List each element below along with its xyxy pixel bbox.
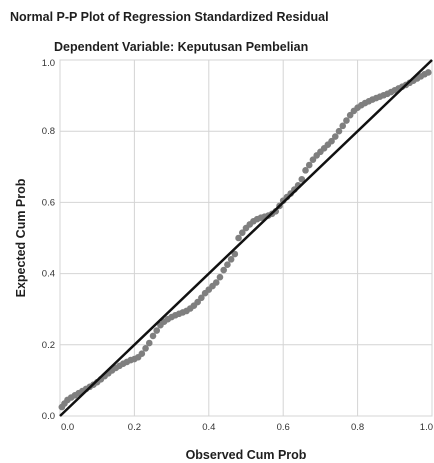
- data-point: [153, 327, 161, 334]
- data-point: [305, 161, 313, 169]
- y-tick-label: 0.4: [42, 269, 55, 280]
- y-tick-label: 0.0: [42, 411, 55, 422]
- y-tick-label: 0.6: [42, 197, 55, 208]
- y-tick-label: 0.8: [42, 126, 55, 137]
- y-tick-label: 1.0: [42, 58, 55, 69]
- x-tick-label: 0.8: [351, 422, 364, 433]
- data-point: [339, 122, 347, 130]
- data-point: [220, 266, 227, 274]
- data-point: [142, 345, 149, 352]
- x-axis-label: Observed Cum Prob: [186, 448, 307, 462]
- data-point: [302, 167, 309, 174]
- data-point: [224, 261, 231, 269]
- data-point: [235, 234, 242, 242]
- x-tick-label: 1.0: [420, 422, 433, 433]
- x-tick-label: 0.0: [61, 422, 74, 433]
- x-axis-ticks: 0.0 0.2 0.4 0.6 0.8 1.0: [61, 422, 433, 433]
- data-point: [227, 256, 235, 263]
- data-point: [145, 339, 153, 347]
- grid-lines: [59, 59, 433, 417]
- data-point: [331, 133, 339, 140]
- x-tick-label: 0.4: [202, 422, 215, 433]
- x-tick-label: 0.6: [277, 422, 290, 433]
- y-axis-ticks: 0.0 0.2 0.4 0.6 0.8 1.0: [42, 58, 55, 422]
- y-tick-label: 0.2: [42, 340, 55, 351]
- data-point: [198, 294, 205, 302]
- data-point: [149, 332, 157, 340]
- data-point: [424, 69, 432, 76]
- data-point: [138, 350, 146, 358]
- data-point: [231, 250, 239, 258]
- data-point: [212, 279, 220, 286]
- data-point: [216, 273, 224, 281]
- x-tick-label: 0.2: [128, 422, 141, 433]
- data-point: [328, 137, 335, 145]
- data-point: [309, 156, 317, 163]
- data-point: [346, 111, 354, 119]
- data-point: [238, 229, 246, 236]
- reference-line: [59, 59, 433, 417]
- chart-title: Normal P-P Plot of Regression Standardiz…: [10, 10, 329, 24]
- y-axis-label: Expected Cum Prob: [14, 178, 28, 297]
- chart-subtitle: Dependent Variable: Keputusan Pembelian: [54, 40, 308, 54]
- data-point: [298, 175, 306, 183]
- data-point: [343, 117, 350, 124]
- data-point: [335, 127, 343, 135]
- data-point: [194, 298, 201, 306]
